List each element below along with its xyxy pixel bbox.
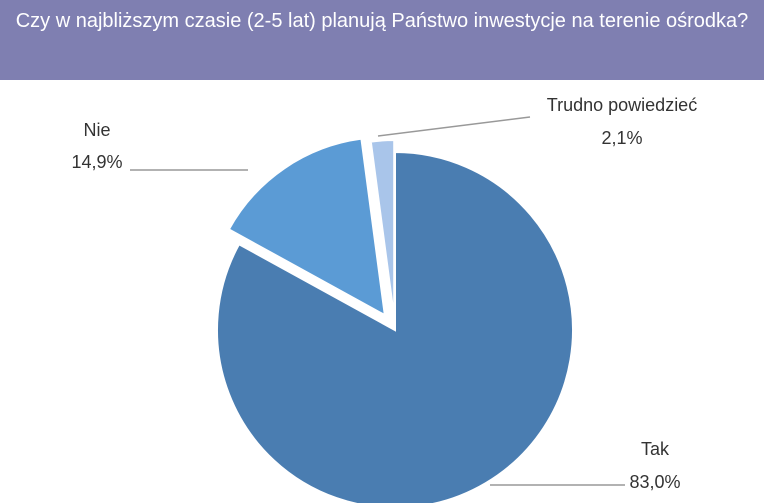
chart-title: Czy w najbliższym czasie (2-5 lat) planu… <box>0 0 764 80</box>
slice-value-label: 2,1% <box>601 128 642 148</box>
slice-label: Nie <box>83 120 110 140</box>
slice-label: Trudno powiedzieć <box>547 95 697 115</box>
slice-value-label: 14,9% <box>71 152 122 172</box>
pie-slice <box>369 139 396 319</box>
slice-label: Tak <box>641 439 670 459</box>
slice-value-label: 83,0% <box>629 472 680 492</box>
pie-slice <box>227 137 387 317</box>
leader-line <box>377 116 531 137</box>
pie-slice <box>216 150 574 503</box>
